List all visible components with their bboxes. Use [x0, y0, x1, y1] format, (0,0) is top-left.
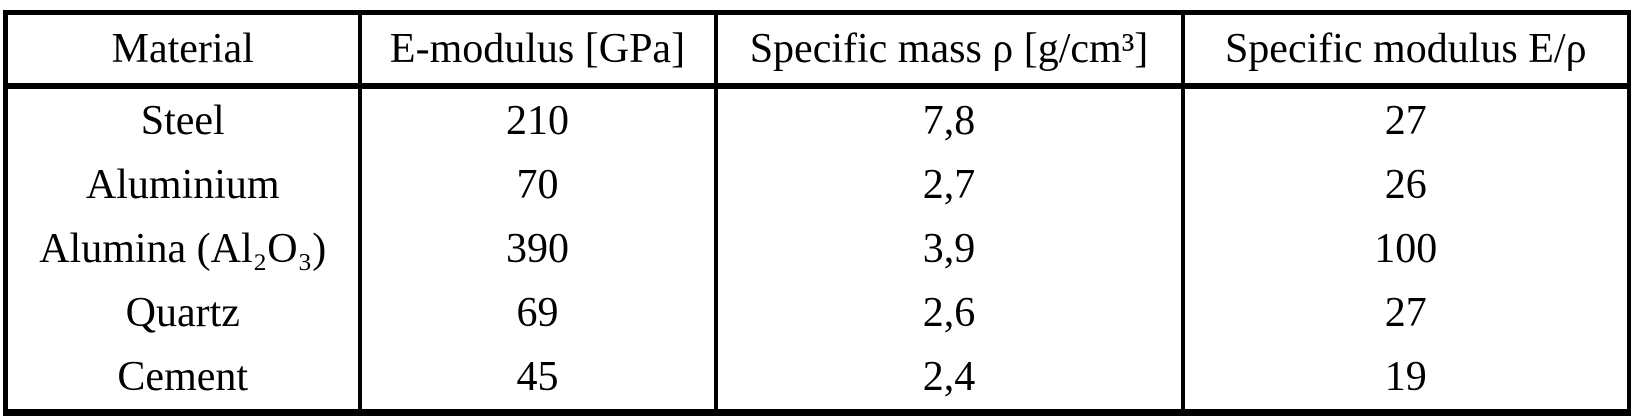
materials-table-container: Material E-modulus [GPa] Specific mass ρ…	[3, 10, 1631, 416]
cell-specific-mass: 2,7	[713, 153, 1183, 217]
table-row: Cement 45 2,4 19	[6, 345, 1630, 413]
table-row: Steel 210 7,8 27	[6, 86, 1630, 153]
table-row: Quartz 69 2,6 27	[6, 281, 1630, 345]
cell-material: Alumina (Al₂O₃)	[39, 226, 327, 272]
cell-specific-modulus: 26	[1180, 153, 1630, 217]
header-row: Material E-modulus [GPa] Specific mass ρ…	[5, 12, 1630, 89]
cell-specific-mass: 3,9	[713, 217, 1183, 281]
cell-material: Quartz	[125, 290, 240, 336]
cell-specific-modulus: 27	[1180, 281, 1630, 345]
cell-e-modulus: 210	[357, 86, 716, 153]
column-header-e-modulus: E-modulus [GPa]	[357, 12, 716, 89]
cell-material: Aluminium	[85, 162, 280, 208]
cell-material: Cement	[117, 354, 249, 400]
table-body: Steel 210 7,8 27 Aluminium 70 2,7 26 Alu…	[6, 86, 1630, 413]
cell-e-modulus: 69	[357, 281, 716, 345]
cell-e-modulus: 70	[357, 153, 716, 217]
cell-specific-mass: 2,6	[713, 281, 1183, 345]
cell-specific-modulus: 27	[1180, 86, 1630, 153]
column-header-specific-mass: Specific mass ρ [g/cm³]	[713, 12, 1183, 89]
table-row: Aluminium 70 2,7 26	[6, 153, 1630, 217]
cell-e-modulus: 390	[357, 217, 716, 281]
table-row: Alumina (Al₂O₃) 390 3,9 100	[6, 217, 1630, 281]
cell-e-modulus: 45	[357, 345, 716, 413]
table-header: Material E-modulus [GPa] Specific mass ρ…	[5, 12, 1630, 89]
cell-specific-modulus: 100	[1180, 217, 1630, 281]
cell-material: Steel	[140, 98, 225, 144]
cell-specific-modulus: 19	[1180, 345, 1630, 413]
materials-table: Material E-modulus [GPa] Specific mass ρ…	[3, 10, 1631, 416]
column-header-specific-modulus: Specific modulus E/ρ	[1180, 12, 1630, 89]
column-header-material: Material	[5, 12, 360, 89]
cell-specific-mass: 2,4	[713, 345, 1183, 413]
cell-specific-mass: 7,8	[713, 86, 1183, 153]
